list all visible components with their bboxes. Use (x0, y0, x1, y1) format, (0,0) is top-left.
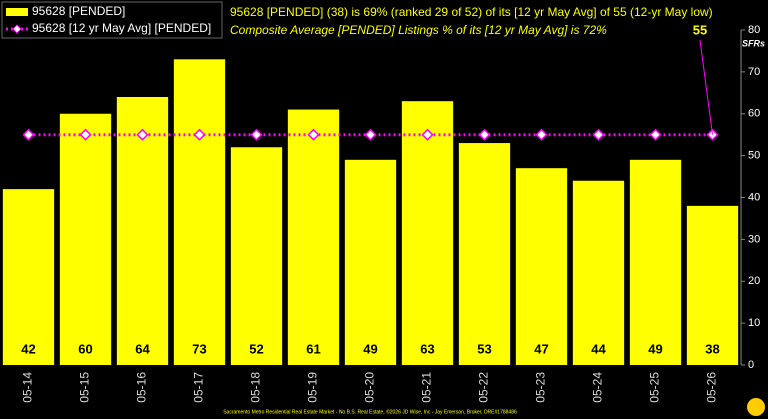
callout-label: 55 (693, 22, 707, 37)
bar (344, 159, 397, 365)
callout-line (699, 39, 713, 135)
bar (173, 59, 226, 365)
y-tick-label: 80 (748, 24, 760, 36)
logo (747, 398, 765, 416)
data-label: 49 (648, 341, 662, 356)
x-tick-label: 05-22 (477, 372, 491, 403)
bar (2, 189, 55, 365)
legend-box (1, 1, 223, 39)
x-tick-label: 05-19 (306, 372, 320, 403)
data-label: 53 (477, 341, 491, 356)
x-tick-label: 05-17 (192, 372, 206, 403)
x-tick-label: 05-18 (249, 372, 263, 403)
y-tick-label: 40 (748, 191, 760, 203)
avg-marker (478, 128, 491, 141)
data-label: 42 (21, 341, 35, 356)
x-tick-label: 05-24 (591, 372, 605, 403)
x-tick-label: 05-14 (21, 372, 35, 403)
legend-label: 95628 [12 yr May Avg] [PENDED] (32, 21, 211, 35)
y-tick-label: 10 (748, 317, 760, 329)
bar (515, 168, 568, 365)
bar (401, 101, 454, 365)
annotation: 95628 [PENDED] (38) is 69% (ranked 29 of… (230, 5, 713, 19)
data-label: 47 (534, 341, 548, 356)
data-label: 63 (420, 341, 434, 356)
data-label: 61 (306, 341, 320, 356)
x-tick-label: 05-15 (78, 372, 92, 403)
y-tick-label: 0 (748, 359, 754, 371)
bar (230, 147, 283, 365)
bar (458, 143, 511, 365)
avg-marker (535, 128, 548, 141)
data-label: 44 (591, 341, 606, 356)
data-label: 60 (78, 341, 92, 356)
avg-marker (307, 128, 320, 141)
avg-marker (364, 128, 377, 141)
bar (629, 159, 682, 365)
x-tick-label: 05-21 (420, 372, 434, 403)
y-tick-label: 30 (748, 233, 760, 245)
avg-marker (649, 128, 662, 141)
data-label: 38 (705, 341, 719, 356)
data-label: 52 (249, 341, 263, 356)
x-tick-label: 05-25 (648, 372, 662, 403)
bar (572, 180, 625, 365)
y-tick-label: 20 (748, 275, 760, 287)
bar (287, 109, 340, 365)
y-tick-label: 70 (748, 66, 760, 78)
legend-marker (12, 24, 22, 34)
x-tick-label: 05-26 (705, 372, 719, 403)
bar (59, 113, 112, 365)
data-label: 73 (192, 341, 206, 356)
bar (116, 97, 169, 365)
avg-marker (136, 128, 149, 141)
avg-marker (193, 128, 206, 141)
data-label: 64 (135, 341, 150, 356)
y-axis-label: SFRs (742, 38, 765, 48)
footer: Sacramento Metro Residential Real Estate… (223, 408, 517, 415)
subtitle: Composite Average [PENDED] Listings % of… (230, 23, 607, 37)
data-label: 49 (363, 341, 377, 356)
avg-marker (22, 128, 35, 141)
avg-marker (592, 128, 605, 141)
avg-marker (421, 128, 434, 141)
avg-marker (250, 128, 263, 141)
y-tick-label: 60 (748, 108, 760, 120)
x-tick-label: 05-20 (363, 372, 377, 403)
x-tick-label: 05-23 (534, 372, 548, 403)
legend-label: 95628 [PENDED] (32, 4, 125, 18)
bar (686, 205, 739, 365)
y-tick-label: 50 (748, 150, 760, 162)
x-tick-label: 05-16 (135, 372, 149, 403)
avg-marker (79, 128, 92, 141)
legend-swatch (6, 8, 28, 16)
